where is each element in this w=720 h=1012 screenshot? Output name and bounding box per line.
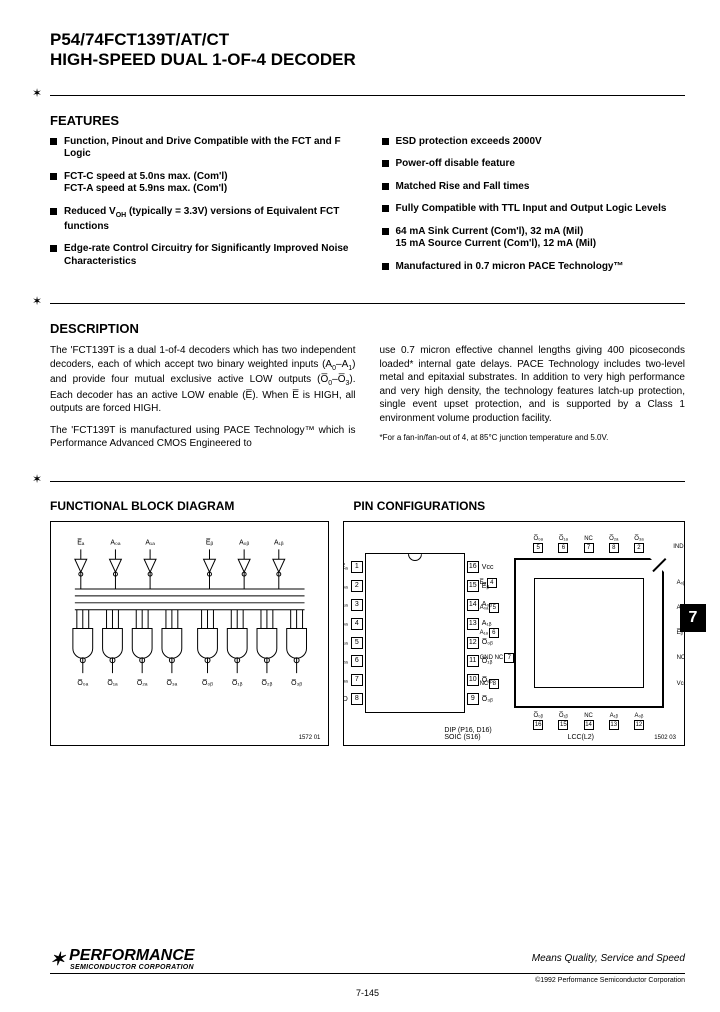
lcc-caption: LCC(L2) — [568, 734, 594, 741]
divider — [50, 475, 685, 489]
svg-text:A₁ᵦ: A₁ᵦ — [274, 539, 284, 546]
divider — [50, 89, 685, 103]
feature-item: ESD protection exceeds 2000V — [382, 136, 686, 149]
dip-pin: GND8 — [343, 692, 362, 706]
footer-rule — [50, 973, 685, 974]
svg-text:E̅ᵦ: E̅ᵦ — [205, 538, 213, 546]
title-line-1: P54/74FCT139T/AT/CT — [50, 30, 685, 50]
lcc-pin: O̅₃ₐ2 — [634, 536, 644, 553]
pin-diag-code: 1502 03 — [654, 735, 676, 741]
dip-pin: O̅₀ₐ4 — [343, 617, 362, 631]
fbd-svg: E̅ₐ A₀ₐ A₁ₐ E̅ᵦ A₀ᵦ A₁ᵦ O̅₀ₐ O̅₁ₐ O̅₂ₐ O̅₃ₐ O̅₀ᵦ O… — [61, 532, 318, 735]
svg-text:O̅₂ᵦ: O̅₂ᵦ — [261, 679, 272, 687]
diagram-headings: FUNCTIONAL BLOCK DIAGRAM PIN CONFIGURATI… — [50, 499, 685, 513]
tagline: Means Quality, Service and Speed — [532, 953, 685, 964]
lcc-pin: A₁ᵦ13 — [609, 713, 619, 730]
pins-heading: PIN CONFIGURATIONS — [353, 499, 685, 513]
lcc-pin: NC18 — [677, 653, 685, 663]
features-heading: FEATURES — [50, 113, 685, 128]
dip-notch-icon — [408, 547, 422, 561]
svg-text:O̅₀ₐ: O̅₀ₐ — [77, 679, 89, 687]
page-footer: ✶PERFORMANCE SEMICONDUCTOR CORPORATION M… — [50, 945, 685, 998]
lcc-pin: A₀ᵦ12 — [634, 713, 644, 730]
features-left: Function, Pinout and Drive Compatible wi… — [50, 136, 354, 284]
lcc-pin: E̅ₐ4 — [480, 578, 515, 588]
functional-block-diagram: E̅ₐ A₀ₐ A₁ₐ E̅ᵦ A₀ᵦ A₁ᵦ O̅₀ₐ O̅₁ₐ O̅₂ₐ O̅₃ₐ O̅₀ᵦ O… — [50, 521, 329, 746]
lcc-pin: A₁ᵦ20 — [677, 603, 685, 613]
pin-configurations: E̅ₐ1 A₀ₐ2 A₁ₐ3 O̅₀ₐ4 O̅₁ₐ5 O̅₂ₐ6 O̅₃ₐ7 GND8 Vcc… — [343, 521, 685, 746]
lcc-pin: E̅ᵦ19 — [677, 628, 685, 638]
feature-item: Matched Rise and Fall times — [382, 181, 686, 194]
description-heading: DESCRIPTION — [50, 321, 685, 336]
feature-item: Function, Pinout and Drive Compatible wi… — [50, 136, 354, 161]
lcc-pin: Vcc17 — [677, 679, 685, 689]
logo-text: PERFORMANCE — [69, 947, 194, 965]
description-para: *For a fan-in/fan-out of 4, at 85°C junc… — [380, 433, 686, 444]
dip-pin: E̅ₐ1 — [343, 560, 362, 574]
description-para: The 'FCT139T is a dual 1-of-4 decoders w… — [50, 344, 356, 415]
fbd-code: 1572 01 — [299, 735, 321, 741]
dip-pin: O̅₁ₐ5 — [343, 636, 362, 650]
svg-text:O̅₀ᵦ: O̅₀ᵦ — [202, 679, 214, 687]
description-para: The 'FCT139T is manufactured using PACE … — [50, 424, 356, 451]
star-icon: ✶ — [50, 949, 65, 970]
diagram-row: E̅ₐ A₀ₐ A₁ₐ E̅ᵦ A₀ᵦ A₁ᵦ O̅₀ₐ O̅₁ₐ O̅₂ₐ O̅₃ₐ O̅₀ᵦ O… — [50, 521, 685, 746]
svg-text:A₀ᵦ: A₀ᵦ — [239, 539, 249, 546]
page-title: P54/74FCT139T/AT/CT HIGH-SPEED DUAL 1-OF… — [50, 30, 685, 71]
svg-text:E̅ₐ: E̅ₐ — [77, 538, 85, 546]
feature-item: Manufactured in 0.7 micron PACE Technolo… — [382, 261, 686, 274]
dip-package: E̅ₐ1A₀ₐ2A₁ₐ3O̅₀ₐ4O̅₁ₐ5O̅₂ₐ6O̅₃ₐ7GND8 Vcc… — [365, 553, 465, 713]
lcc-pin: A₀ᵦ1 — [677, 578, 685, 588]
copyright: ©1992 Performance Semiconductor Corporat… — [50, 977, 685, 984]
features-right: ESD protection exceeds 2000V Power-off di… — [382, 136, 686, 284]
lcc-pin: GND NC7 — [480, 653, 515, 663]
svg-text:A₁ₐ: A₁ₐ — [145, 539, 155, 546]
dip-pin: O̅₂ₐ6 — [343, 654, 362, 668]
page-number: 7-145 — [50, 988, 685, 998]
svg-text:O̅₂ₐ: O̅₂ₐ — [137, 679, 148, 687]
fbd-heading: FUNCTIONAL BLOCK DIAGRAM — [50, 499, 329, 513]
description-col-2: use 0.7 micron effective channel lengths… — [380, 344, 686, 458]
feature-item: 64 mA Sink Current (Com'l), 32 mA (Mil)1… — [382, 226, 686, 251]
description-col-1: The 'FCT139T is a dual 1-of-4 decoders w… — [50, 344, 356, 458]
lcc-pin: O̅₁ₐ6 — [558, 536, 568, 553]
dip-caption: DIP (P16, D16) SOIC (S16) — [444, 727, 491, 741]
features-columns: Function, Pinout and Drive Compatible wi… — [50, 136, 685, 284]
svg-text:O̅₁ᵦ: O̅₁ᵦ — [232, 679, 243, 687]
lcc-pin: O̅₂ₐ8 — [609, 536, 619, 553]
logo-block: ✶PERFORMANCE SEMICONDUCTOR CORPORATION — [50, 945, 194, 971]
lcc-index-label: INDEX — [673, 544, 685, 550]
lcc-pin: A₁ₐ6 — [480, 628, 515, 638]
feature-item: Edge-rate Control Circuitry for Signific… — [50, 243, 354, 268]
lcc-pin: O̅₁ᵦ15 — [558, 713, 568, 730]
lcc-package: INDEX O̅₀ₐ5O̅₁ₐ6NC7O̅₂ₐ8O̅₃ₐ2 A₀ᵦ1A₁ᵦ20E… — [514, 558, 664, 708]
divider — [50, 297, 685, 311]
lcc-pin: NC7 — [584, 536, 594, 553]
dip-pin: A₀ₐ2 — [343, 579, 362, 593]
lcc-pin: NC14 — [584, 713, 594, 730]
dip-pin: A₁ₐ3 — [343, 598, 362, 612]
lcc-pin: NC8 — [480, 679, 515, 689]
feature-item: Fully Compatible with TTL Input and Outp… — [382, 203, 686, 216]
svg-text:O̅₁ₐ: O̅₁ₐ — [107, 679, 118, 687]
feature-item: Reduced VOH (typically = 3.3V) versions … — [50, 206, 354, 233]
svg-text:O̅₃ₐ: O̅₃ₐ — [166, 679, 177, 687]
svg-text:O̅₃ᵦ: O̅₃ᵦ — [291, 679, 302, 687]
lcc-index-corner-icon — [650, 558, 664, 572]
title-line-2: HIGH-SPEED DUAL 1-OF-4 DECODER — [50, 50, 685, 70]
feature-item: Power-off disable feature — [382, 158, 686, 171]
lcc-pin: A₀ₐ5 — [480, 603, 515, 613]
lcc-pin: O̅₀ₐ5 — [533, 536, 543, 553]
description-para: use 0.7 micron effective channel lengths… — [380, 344, 686, 425]
lcc-pin: O̅₀ᵦ16 — [533, 713, 543, 730]
dip-pin: O̅₃ₐ7 — [343, 673, 362, 687]
logo-subtext: SEMICONDUCTOR CORPORATION — [70, 964, 194, 971]
description-columns: The 'FCT139T is a dual 1-of-4 decoders w… — [50, 344, 685, 458]
svg-text:A₀ₐ: A₀ₐ — [110, 539, 120, 546]
feature-item: FCT-C speed at 5.0ns max. (Com'l)FCT-A s… — [50, 171, 354, 196]
